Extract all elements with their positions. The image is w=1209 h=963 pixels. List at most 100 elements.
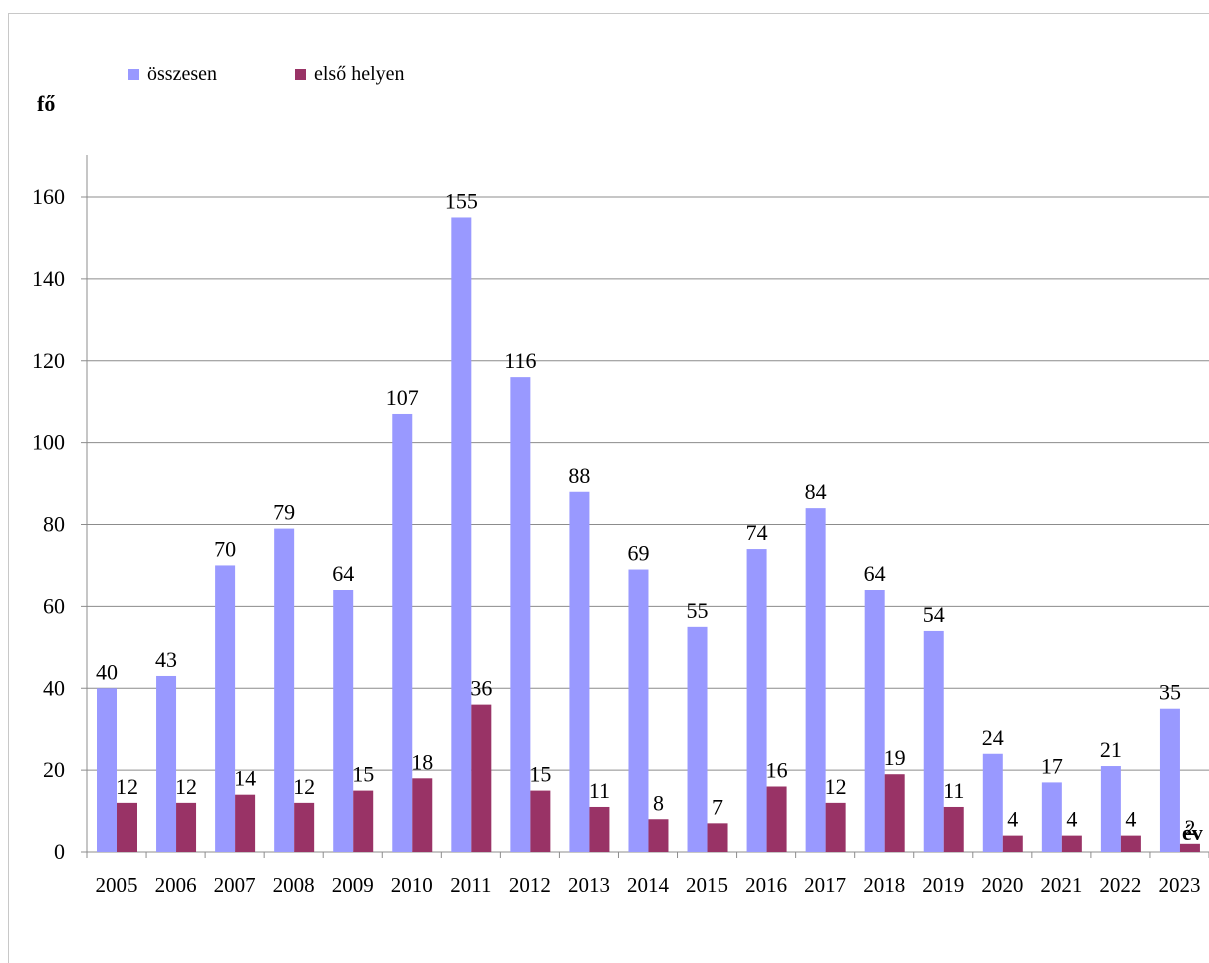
- data-label: 40: [96, 659, 118, 684]
- x-tick-label: 2011: [450, 873, 491, 897]
- bar-elso-helyen: [943, 806, 964, 852]
- x-tick-label: 2005: [96, 873, 138, 897]
- data-label: 15: [529, 762, 551, 787]
- legend-item-osszesen: összesen: [128, 63, 217, 86]
- bar-elso-helyen: [766, 786, 787, 852]
- x-tick-label: 2020: [981, 873, 1023, 897]
- x-tick-label: 2015: [686, 873, 728, 897]
- bar-elso-helyen: [117, 802, 137, 852]
- bar-osszesen: [1159, 708, 1180, 852]
- data-label: 107: [386, 385, 419, 410]
- y-tick-label: 80: [43, 512, 65, 537]
- data-label: 54: [923, 602, 945, 627]
- x-tick-label: 2009: [332, 873, 374, 897]
- data-label: 7: [712, 794, 723, 819]
- data-label: 4: [1066, 807, 1077, 832]
- data-label: 70: [214, 536, 236, 561]
- data-label: 12: [175, 774, 197, 799]
- data-label: 4: [1125, 807, 1136, 832]
- x-tick-label: 2012: [509, 873, 551, 897]
- x-tick-label: 2022: [1099, 873, 1141, 897]
- data-label: 64: [864, 561, 886, 586]
- data-label: 11: [943, 778, 964, 803]
- bar-osszesen: [97, 688, 117, 852]
- x-tick-label: 2010: [391, 873, 433, 897]
- data-label: 55: [687, 598, 709, 623]
- y-tick-label: 160: [32, 184, 65, 209]
- x-axis-label: év: [1182, 820, 1203, 845]
- bar-elso-helyen: [825, 802, 846, 852]
- x-tick-label: 2008: [273, 873, 315, 897]
- x-tick-label: 2017: [804, 873, 846, 897]
- bar-osszesen: [923, 630, 944, 852]
- legend-label-elso-helyen: első helyen: [314, 63, 405, 85]
- bar-elso-helyen: [1179, 843, 1200, 852]
- data-label: 15: [352, 762, 374, 787]
- bar-osszesen: [982, 753, 1003, 852]
- data-label: 4: [1007, 807, 1018, 832]
- bar-elso-helyen: [353, 790, 374, 852]
- bar-osszesen: [156, 675, 177, 852]
- data-label: 14: [234, 766, 256, 791]
- y-tick-label: 20: [43, 757, 65, 782]
- bar-osszesen: [628, 569, 649, 852]
- data-label: 74: [746, 520, 768, 545]
- bar-elso-helyen: [1061, 835, 1082, 852]
- bar-elso-helyen: [176, 802, 197, 852]
- bar-osszesen: [510, 377, 531, 852]
- y-tick-label: 120: [32, 348, 65, 373]
- data-label: 79: [273, 500, 295, 525]
- data-label: 11: [589, 778, 610, 803]
- data-label: 21: [1100, 737, 1122, 762]
- bar-elso-helyen: [707, 823, 728, 852]
- data-label: 12: [293, 774, 315, 799]
- x-tick-label: 2016: [745, 873, 787, 897]
- data-label: 88: [568, 463, 590, 488]
- data-label: 12: [825, 774, 847, 799]
- bar-elso-helyen: [530, 790, 551, 852]
- data-label: 64: [332, 561, 354, 586]
- data-label: 17: [1041, 753, 1063, 778]
- bar-elso-helyen: [235, 794, 256, 852]
- data-label: 2: [1184, 815, 1195, 840]
- data-label: 24: [982, 725, 1004, 750]
- bar-elso-helyen: [412, 778, 433, 852]
- x-tick-label: 2023: [1158, 873, 1200, 897]
- bar-osszesen: [392, 413, 413, 852]
- x-tick-label: 2007: [214, 873, 256, 897]
- bar-osszesen: [274, 528, 295, 852]
- data-label: 116: [504, 348, 536, 373]
- data-label: 84: [805, 479, 827, 504]
- legend-swatch-osszesen: [128, 69, 139, 80]
- bar-osszesen: [215, 565, 236, 852]
- data-label: 12: [116, 774, 138, 799]
- data-label: 155: [445, 188, 478, 213]
- bar-elso-helyen: [648, 819, 669, 852]
- bar-osszesen: [1100, 766, 1121, 852]
- legend-swatch-elso-helyen: [295, 69, 306, 80]
- data-label: 16: [766, 758, 788, 783]
- y-tick-label: 0: [54, 839, 65, 864]
- y-tick-label: 40: [43, 675, 65, 700]
- bar-osszesen: [569, 491, 590, 852]
- bar-elso-helyen: [1120, 835, 1141, 852]
- data-label: 19: [884, 745, 906, 770]
- data-label: 35: [1159, 680, 1181, 705]
- y-tick-label: 60: [43, 593, 65, 618]
- data-label: 43: [155, 647, 177, 672]
- data-label: 36: [470, 676, 492, 701]
- y-tick-label: 140: [32, 266, 65, 291]
- bar-elso-helyen: [294, 802, 315, 852]
- data-label: 69: [627, 541, 649, 566]
- x-tick-label: 2021: [1040, 873, 1082, 897]
- bar-elso-helyen: [1002, 835, 1023, 852]
- legend-label-osszesen: összesen: [147, 63, 217, 85]
- chart-frame: [8, 13, 1209, 963]
- bar-osszesen: [864, 590, 885, 852]
- bar-osszesen: [333, 590, 354, 852]
- legend-item-elso-helyen: első helyen: [295, 63, 405, 86]
- data-label: 18: [411, 749, 433, 774]
- bar-osszesen: [746, 549, 767, 852]
- bar-osszesen: [451, 217, 472, 852]
